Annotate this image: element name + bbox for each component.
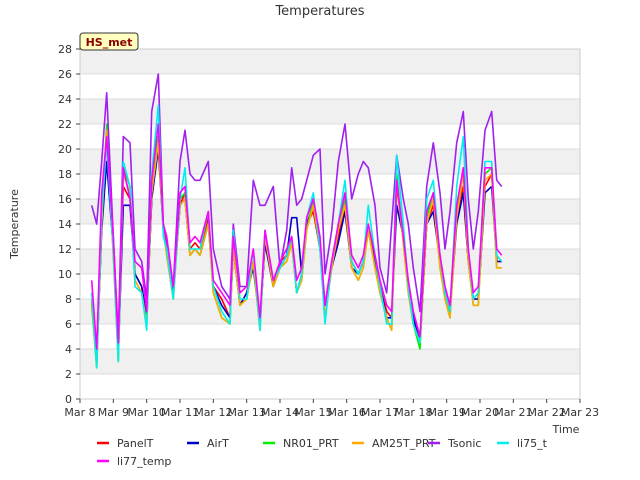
x-tick-label: Mar 10 — [128, 406, 166, 419]
x-tick-label: Mar 20 — [461, 406, 499, 419]
series-line-li75_t — [90, 104, 503, 369]
series-line-li77_temp — [90, 123, 503, 350]
legend-label: PanelT — [117, 437, 154, 450]
y-tick-label: 20 — [58, 143, 72, 156]
x-tick-label: Mar 19 — [428, 406, 466, 419]
y-tick-label: 24 — [58, 93, 72, 106]
plot-band — [80, 74, 580, 99]
legend-label: Tsonic — [447, 437, 481, 450]
series-line-tsonic — [90, 73, 503, 338]
x-tick-label: Mar 16 — [328, 406, 366, 419]
x-tick-label: Mar 9 — [98, 406, 129, 419]
plot-band — [80, 374, 580, 399]
y-tick-label: 14 — [58, 218, 72, 231]
legend-label: li77_temp — [117, 455, 171, 468]
chart-title: Temperatures — [274, 4, 364, 19]
x-tick-label: Mar 22 — [528, 406, 566, 419]
x-tick-label: Mar 8 — [64, 406, 95, 419]
y-tick-label: 28 — [58, 43, 72, 56]
plot-band — [80, 49, 580, 74]
plot-band — [80, 99, 580, 124]
y-tick-label: 12 — [58, 243, 72, 256]
y-tick-label: 4 — [65, 343, 72, 356]
x-tick-label: Mar 23 — [561, 406, 599, 419]
plot-band — [80, 349, 580, 374]
y-tick-label: 8 — [65, 293, 72, 306]
y-tick-label: 22 — [58, 118, 72, 131]
plot-band — [80, 324, 580, 349]
y-tick-label: 10 — [58, 268, 72, 281]
x-tick-label: Mar 15 — [294, 406, 332, 419]
x-axis-label: Time — [552, 423, 580, 436]
x-tick-label: Mar 21 — [494, 406, 532, 419]
y-tick-label: 16 — [58, 193, 72, 206]
x-tick-label: Mar 13 — [228, 406, 266, 419]
x-tick-label: Mar 17 — [361, 406, 399, 419]
legend-label: NR01_PRT — [283, 437, 339, 450]
y-tick-label: 6 — [65, 318, 72, 331]
legend-label: li75_t — [517, 437, 548, 450]
y-tick-label: 26 — [58, 68, 72, 81]
x-tick-label: Mar 18 — [394, 406, 432, 419]
x-tick-label: Mar 14 — [261, 406, 299, 419]
x-tick-label: Mar 12 — [194, 406, 232, 419]
plot-band — [80, 299, 580, 324]
y-axis-label: Temperature — [8, 189, 21, 260]
legend-label: AirT — [207, 437, 229, 450]
badge-box — [79, 32, 139, 51]
plot-band — [80, 199, 580, 224]
y-tick-label: 18 — [58, 168, 72, 181]
x-tick-label: Mar 11 — [161, 406, 199, 419]
y-tick-label: 2 — [65, 368, 72, 381]
badge-label: HS_met — [86, 36, 133, 49]
legend-label: AM25T_PRT — [372, 437, 436, 450]
plot-band — [80, 124, 580, 149]
y-tick-label: 0 — [65, 393, 72, 406]
